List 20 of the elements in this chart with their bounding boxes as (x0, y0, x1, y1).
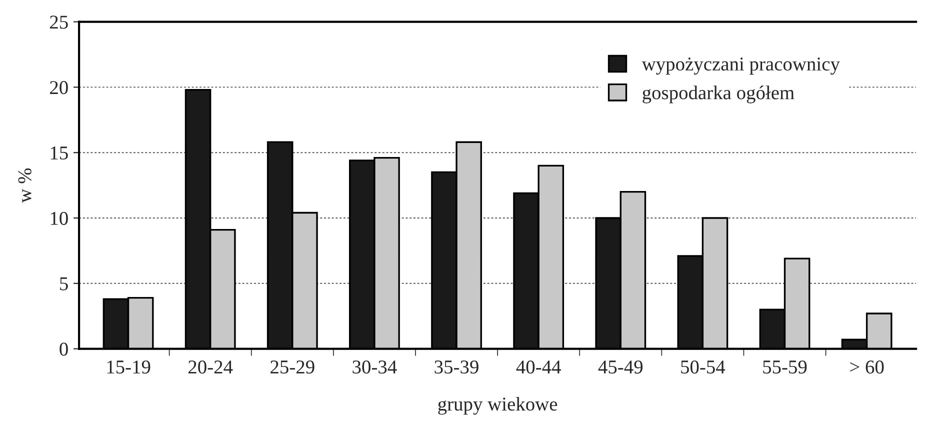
x-tick-label: 25-29 (270, 360, 314, 374)
x-tick-label: 35-39 (434, 360, 478, 374)
y-tick-label: 25 (50, 16, 68, 29)
x-tick-label: 50-54 (681, 360, 726, 374)
y-axis-title: w % (18, 168, 32, 203)
x-tick-label: > 60 (850, 360, 884, 374)
x-tick-label: 55-59 (763, 360, 807, 374)
x-tick-label: 20-24 (188, 360, 233, 374)
y-tick-label: 0 (60, 342, 68, 356)
y-tick-label: 5 (60, 277, 68, 290)
legend-label: gospodarka ogółem (642, 86, 794, 104)
x-tick-label: 45-49 (598, 360, 643, 374)
y-tick-label: 15 (50, 146, 68, 160)
x-tick-label: 40-44 (516, 360, 561, 374)
y-tick-label: 20 (50, 81, 68, 94)
x-tick-label: 15-19 (107, 360, 150, 374)
y-tick-label: 10 (50, 212, 68, 225)
x-axis-title: grupy wiekowe (438, 396, 558, 415)
x-tick-label: 30-34 (352, 360, 397, 374)
legend-label: wypożyczani pracownicy (642, 58, 840, 75)
